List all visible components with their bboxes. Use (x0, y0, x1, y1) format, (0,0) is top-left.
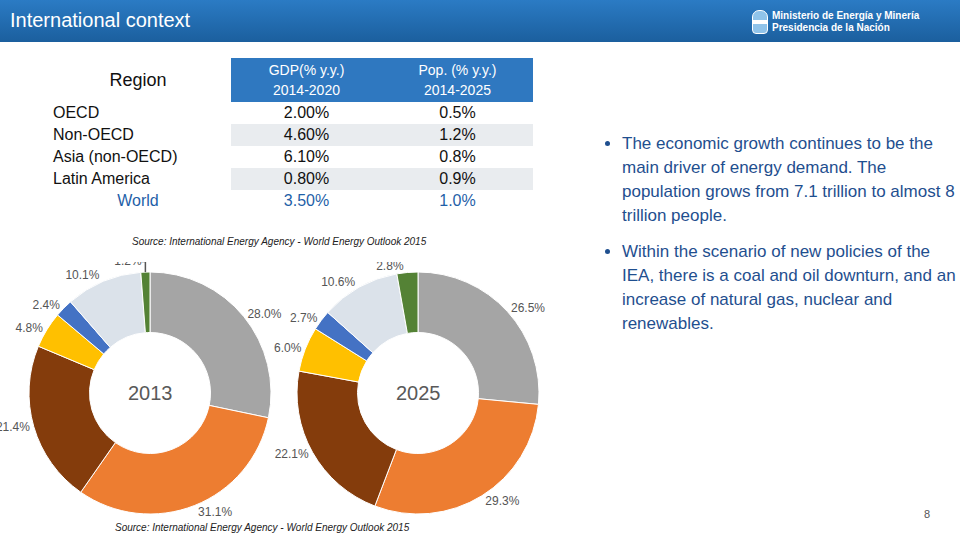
html-text:1.0%: 1.0% (439, 192, 476, 209)
html-text:0.80%: 0.80% (283, 170, 330, 187)
svg-text:29.3%: 29.3% (485, 494, 519, 508)
html-text:Source: International Energy A: Source: International Energy Agency - Wo… (115, 522, 410, 533)
html-text:2.00%: 2.00% (283, 104, 330, 121)
html-text:1.2%: 1.2% (439, 126, 476, 143)
html-text:Region: Region (109, 70, 167, 90)
svg-text:2.7%: 2.7% (290, 311, 318, 325)
html-text:0.8%: 0.8% (439, 148, 476, 165)
html-text:The economic growth continues: The economic growth continues to be the … (622, 134, 955, 225)
svg-text:10.1%: 10.1% (65, 268, 99, 282)
html-text:OECD: OECD (53, 104, 100, 121)
svg-text:22.1%: 22.1% (275, 447, 309, 461)
html-text:Ministerio de Energía y Minerí: Ministerio de Energía y Minería (772, 10, 920, 21)
html-text:Source: International Energy A: Source: International Energy Agency - Wo… (132, 236, 427, 247)
html-text:Pop. (% y.y.): Pop. (% y.y.) (418, 62, 497, 78)
html-text:International context: International context (10, 9, 191, 31)
svg-text:21.4%: 21.4% (0, 420, 30, 434)
html-text:6.10%: 6.10% (283, 148, 330, 165)
svg-text:26.5%: 26.5% (511, 301, 545, 315)
html-text:World: World (117, 192, 159, 209)
svg-text:2.8%: 2.8% (376, 262, 404, 273)
html-text:0.5%: 0.5% (439, 104, 476, 121)
svg-text:2025: 2025 (396, 382, 441, 404)
svg-text:28.0%: 28.0% (247, 307, 281, 321)
html-text:GDP(% y.y.): GDP(% y.y.) (268, 62, 345, 78)
html-text:4.60%: 4.60% (283, 126, 330, 143)
html-text:2014-2025: 2014-2025 (424, 82, 491, 98)
html-text:Asia (non-OECD): Asia (non-OECD) (53, 148, 178, 165)
html-text:3.50%: 3.50% (283, 192, 330, 209)
html-text:0.9%: 0.9% (439, 170, 476, 187)
html-text:Non-OECD: Non-OECD (53, 126, 134, 143)
html-text:8: 8 (924, 508, 931, 520)
html-text:2014-2020: 2014-2020 (273, 82, 340, 98)
svg-text:4.8%: 4.8% (16, 321, 44, 335)
html-text:Within the scenario of new pol: Within the scenario of new policies of t… (622, 242, 956, 333)
html-text:Presidencia de la Nación: Presidencia de la Nación (772, 22, 890, 33)
svg-text:6.0%: 6.0% (274, 341, 302, 355)
svg-text:2013: 2013 (128, 382, 173, 404)
svg-text:2.4%: 2.4% (33, 298, 61, 312)
svg-text:1.2%: 1.2% (114, 262, 142, 268)
svg-text:31.1%: 31.1% (198, 505, 232, 519)
svg-text:10.6%: 10.6% (321, 275, 355, 289)
html-text:Latin America: Latin America (53, 170, 150, 187)
